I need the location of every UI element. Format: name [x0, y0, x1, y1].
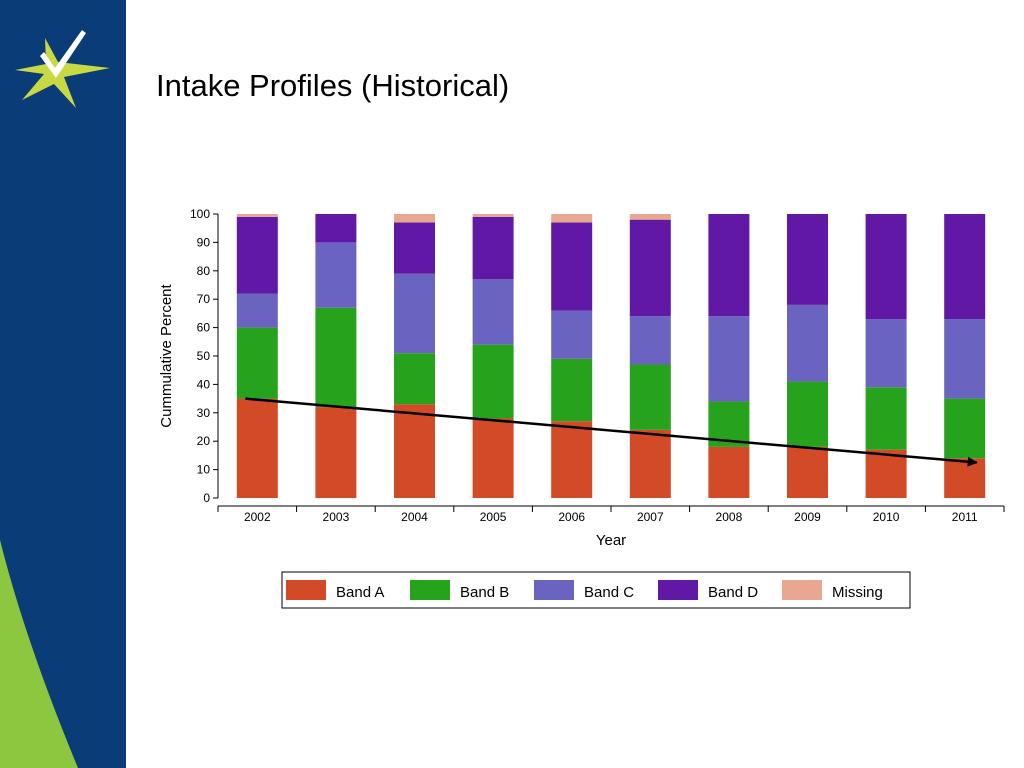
- bar-band-c-2004: [394, 273, 435, 354]
- bar-band-a-2004: [394, 404, 435, 498]
- logo: [15, 30, 110, 108]
- bar-band-a-2011: [944, 458, 986, 498]
- legend-label-band-a: Band A: [336, 584, 384, 601]
- bar-band-c-2002: [236, 293, 278, 328]
- legend-label-missing: Missing: [832, 584, 883, 601]
- bar-band-a-2002: [236, 398, 278, 498]
- bar-band-c-2006: [551, 310, 593, 359]
- bar-band-d-2011: [944, 214, 986, 320]
- legend-label-band-b: Band B: [460, 584, 509, 601]
- y-tick-label-40: 40: [197, 377, 211, 391]
- x-axis-title: Year: [596, 532, 626, 549]
- bar-band-a-2009: [787, 446, 828, 498]
- legend-swatch-missing: [782, 580, 822, 600]
- x-tick-label-2002: 2002: [244, 510, 271, 524]
- y-tick-label-70: 70: [197, 292, 211, 306]
- bar-band-c-2010: [865, 319, 907, 388]
- y-tick-label-90: 90: [197, 235, 211, 249]
- y-tick-label-20: 20: [197, 434, 211, 448]
- bar-band-c-2005: [472, 279, 514, 345]
- y-tick-label-30: 30: [197, 406, 211, 420]
- bar-band-b-2003: [315, 307, 357, 408]
- bar-band-a-2003: [315, 407, 357, 498]
- x-tick-label-2005: 2005: [480, 510, 507, 524]
- bar-band-a-2007: [629, 429, 671, 498]
- x-tick-label-2004: 2004: [401, 510, 428, 524]
- y-tick-label-60: 60: [197, 321, 211, 335]
- logo-check-icon: [40, 30, 86, 78]
- bar-band-b-2011: [944, 398, 986, 459]
- bar-band-b-2010: [865, 387, 907, 450]
- bar-band-b-2007: [629, 364, 671, 430]
- y-tick-label-10: 10: [197, 463, 211, 477]
- x-tick-label-2009: 2009: [794, 510, 821, 524]
- bar-band-d-2004: [394, 222, 435, 274]
- legend-swatch-band-a: [286, 580, 326, 600]
- x-tick-label-2007: 2007: [637, 510, 664, 524]
- bar-band-d-2008: [708, 214, 750, 317]
- bar-band-d-2002: [236, 216, 278, 294]
- legend-swatch-band-b: [410, 580, 450, 600]
- bar-band-b-2006: [551, 358, 593, 422]
- bar-band-b-2004: [394, 353, 435, 405]
- trend-arrow: [245, 397, 978, 467]
- bar-missing-2006: [551, 214, 593, 223]
- y-tick-label-50: 50: [197, 349, 211, 363]
- x-tick-label-2003: 2003: [323, 510, 350, 524]
- legend-swatch-band-d: [658, 580, 698, 600]
- y-tick-label-80: 80: [197, 264, 211, 278]
- bar-band-a-2010: [865, 449, 907, 498]
- y-axis-title: Cummulative Percent: [158, 283, 175, 427]
- bar-missing-2002: [236, 214, 278, 217]
- legend-label-band-c: Band C: [584, 584, 634, 601]
- x-tick-label-2006: 2006: [558, 510, 585, 524]
- bar-band-b-2002: [236, 327, 278, 399]
- bar-band-b-2009: [787, 381, 828, 447]
- bar-band-d-2007: [629, 219, 671, 317]
- x-tick-label-2008: 2008: [716, 510, 743, 524]
- bar-band-d-2010: [865, 214, 907, 320]
- bar-band-d-2006: [551, 222, 593, 311]
- bar-band-d-2003: [315, 214, 357, 243]
- bar-band-c-2007: [629, 316, 671, 365]
- bar-band-c-2009: [787, 304, 828, 382]
- legend-label-band-d: Band D: [708, 584, 758, 601]
- bar-missing-2005: [472, 214, 514, 217]
- legend-swatch-band-c: [534, 580, 574, 600]
- y-tick-label-100: 100: [190, 207, 210, 221]
- y-tick-label-0: 0: [203, 491, 210, 505]
- bar-band-a-2005: [472, 418, 514, 498]
- x-tick-label-2011: 2011: [952, 510, 978, 524]
- sidebar-green-swoosh: [0, 540, 78, 768]
- bar-band-d-2009: [787, 214, 828, 305]
- bar-band-c-2011: [944, 319, 986, 399]
- sidebar: [0, 0, 126, 768]
- bar-band-d-2005: [472, 216, 514, 280]
- x-tick-label-2010: 2010: [873, 510, 900, 524]
- bar-band-a-2008: [708, 446, 750, 498]
- bar-missing-2007: [629, 214, 671, 220]
- bar-band-c-2008: [708, 316, 750, 402]
- bar-band-b-2005: [472, 344, 514, 419]
- bar-band-a-2006: [551, 421, 593, 498]
- bar-band-c-2003: [315, 242, 357, 308]
- bar-missing-2004: [394, 214, 435, 223]
- logo-star-icon: [15, 38, 110, 108]
- slide-title: Intake Profiles (Historical): [156, 68, 510, 103]
